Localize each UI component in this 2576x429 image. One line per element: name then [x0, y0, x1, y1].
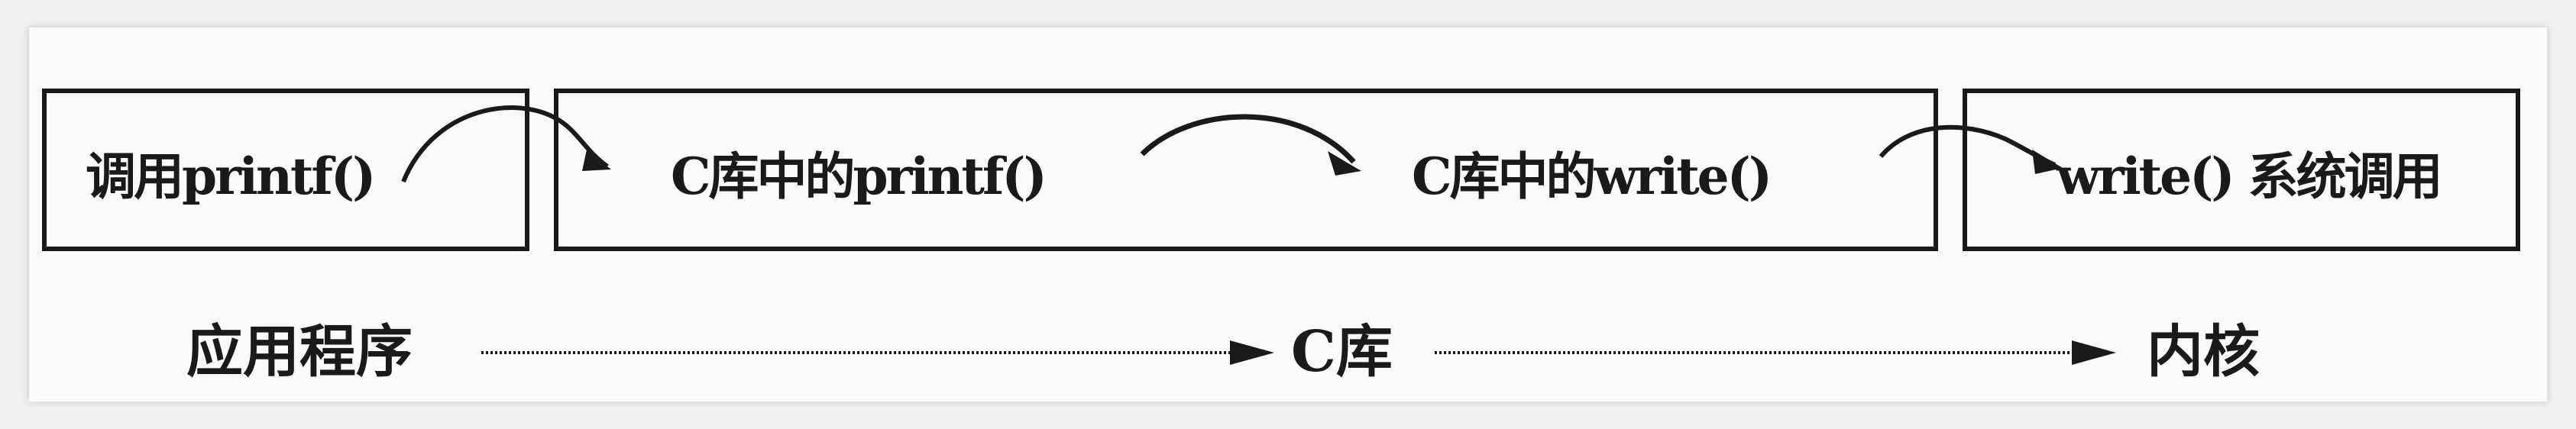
c-write-to-syscall-arrowhead [2032, 150, 2063, 174]
c-lib-write-label: C库中的write() [1412, 147, 1770, 206]
c-printf-to-c-write-arrowhead [1328, 151, 1361, 176]
write-syscall-label: write() 系统调用 [2056, 147, 2441, 206]
layer-c-library-label: C库 [1291, 319, 1393, 385]
call-printf-label: 调用printf() [86, 147, 374, 206]
c-write-to-syscall-arrow [1879, 124, 2057, 167]
printf-to-c-printf-arrowhead [582, 150, 611, 171]
layer-arrow-clib-to-kernel-head [2072, 340, 2116, 365]
layer-kernel-label: 内核 [2147, 319, 2260, 385]
kernel-box [1963, 89, 2520, 251]
layer-arrow-app-to-clib-head [1230, 340, 1274, 365]
printf-to-c-printf-arrow [401, 105, 609, 183]
c-library-box [554, 89, 1938, 251]
c-lib-printf-label: C库中的printf() [671, 147, 1045, 206]
c-printf-to-c-write-arrow [1140, 114, 1356, 164]
layer-application-label: 应用程序 [186, 319, 413, 385]
application-box [42, 89, 529, 251]
